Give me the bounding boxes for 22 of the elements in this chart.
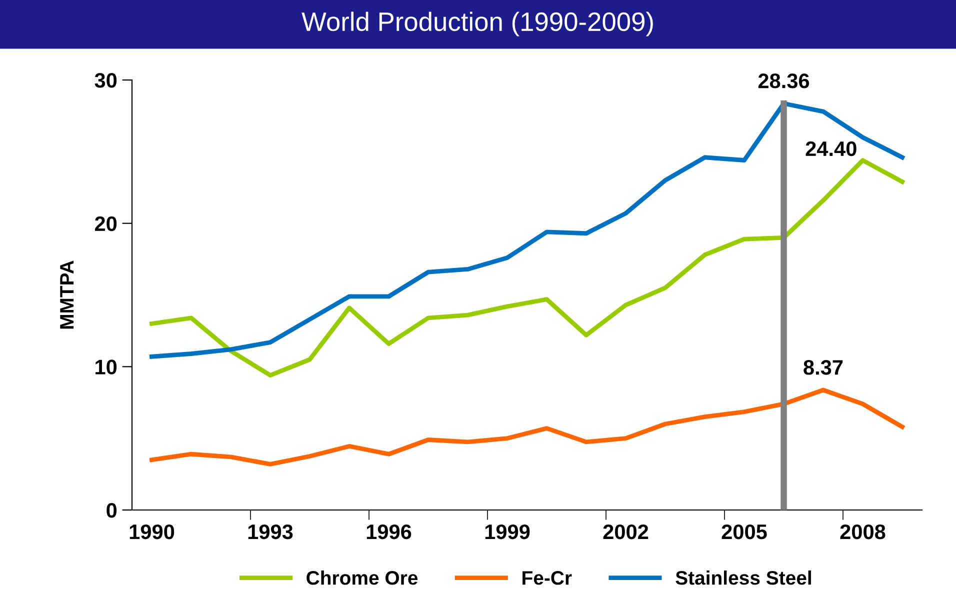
x-tick-label: 2008	[840, 524, 886, 540]
x-tick-label: 1996	[366, 524, 412, 540]
x-tick-label: 2005	[722, 524, 767, 540]
x-tick-label: 1990	[130, 524, 174, 540]
y-axis-title: MMTPA	[60, 260, 74, 329]
line-series	[150, 158, 904, 378]
y-tick-label: 10	[96, 360, 117, 374]
annotation: 8.37	[804, 360, 843, 375]
annotation: 28.36	[758, 74, 810, 88]
legend-label: Chrome Ore	[306, 570, 418, 585]
chart-title: World Production (1990-2009)	[302, 12, 653, 36]
line-series	[150, 101, 904, 359]
y-tick-label: 20	[94, 216, 117, 232]
x-tick-label: 1999	[485, 524, 530, 540]
y-tick-label: 0	[106, 503, 117, 518]
line-series	[150, 388, 904, 466]
x-tick-label: 2002	[603, 524, 648, 540]
y-tick-label: 30	[94, 73, 117, 88]
legend-label: Stainless Steel	[676, 570, 811, 585]
x-tick-label: 1993	[248, 524, 293, 540]
annotation: 24.40	[806, 141, 856, 156]
legend-label: Fe-Cr	[522, 571, 572, 585]
